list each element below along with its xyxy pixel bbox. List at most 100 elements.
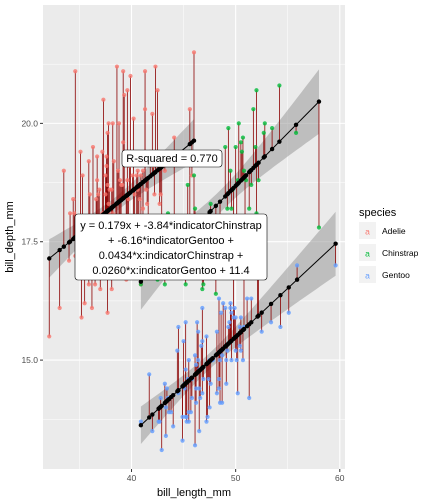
data-point-gentoo	[286, 310, 291, 315]
data-point-chinstrap	[226, 126, 231, 131]
data-point-gentoo	[207, 405, 212, 410]
data-point-gentoo	[193, 362, 199, 367]
data-point-adelie	[134, 173, 139, 178]
data-point-adelie	[153, 64, 158, 69]
fitted-point	[170, 392, 176, 398]
data-point-adelie	[86, 159, 91, 164]
data-point-gentoo	[224, 358, 229, 363]
data-point-gentoo	[278, 324, 283, 330]
data-point-gentoo	[201, 376, 206, 382]
fitted-point	[67, 239, 73, 244]
data-point-gentoo	[180, 414, 185, 420]
data-point-gentoo	[150, 429, 155, 434]
data-point-gentoo	[164, 386, 170, 391]
data-point-adelie	[137, 197, 142, 202]
data-point-adelie	[140, 168, 146, 173]
data-point-gentoo	[232, 305, 237, 311]
fitted-point	[262, 154, 268, 159]
data-point-adelie	[158, 192, 163, 197]
data-point-chinstrap	[270, 126, 275, 131]
data-point-adelie	[125, 178, 130, 183]
legend-keys: a Adelie a Chinstrap a Gentoo	[359, 222, 419, 283]
data-point-gentoo	[226, 324, 231, 330]
data-point-adelie	[140, 206, 146, 211]
data-point-gentoo	[183, 367, 188, 372]
data-point-adelie	[111, 159, 116, 164]
fitted-point	[241, 326, 247, 332]
data-point-adelie	[131, 116, 136, 121]
data-point-gentoo	[193, 386, 199, 391]
data-point-gentoo	[268, 320, 274, 325]
data-point-adelie	[97, 187, 102, 192]
fitted-point	[210, 356, 215, 361]
data-point-chinstrap	[240, 135, 246, 140]
data-point-gentoo	[237, 343, 242, 348]
data-point-gentoo	[200, 391, 205, 396]
data-point-adelie	[86, 282, 91, 287]
x-tick-label: 60	[335, 473, 345, 483]
legend-label-adelie: Adelie	[382, 226, 406, 236]
data-point-chinstrap	[256, 178, 261, 183]
rsquared-label-text: R-squared = 0.770	[126, 153, 217, 165]
x-tick-label: 40	[127, 473, 137, 483]
data-point-adelie	[135, 168, 140, 173]
data-point-gentoo	[234, 358, 239, 363]
rsquared-label: R-squared = 0.770	[121, 149, 223, 168]
data-point-gentoo	[229, 358, 234, 363]
data-point-adelie	[103, 192, 108, 197]
fitted-point	[293, 122, 299, 127]
data-point-gentoo	[238, 348, 243, 353]
fitted-point	[286, 285, 291, 290]
data-point-adelie	[116, 121, 122, 126]
data-point-gentoo	[218, 310, 224, 315]
data-point-adelie	[162, 168, 167, 173]
data-point-chinstrap	[228, 168, 233, 173]
y-tick-label: 17.5	[21, 237, 38, 247]
data-point-gentoo	[138, 419, 143, 424]
y-tick-label: 20.0	[21, 118, 38, 128]
data-point-adelie	[105, 310, 110, 315]
data-point-adelie	[72, 211, 77, 216]
data-point-adelie	[126, 197, 131, 202]
data-point-chinstrap	[262, 121, 267, 126]
fitted-point	[138, 279, 144, 284]
data-point-adelie	[80, 173, 85, 178]
data-point-adelie	[152, 192, 157, 197]
data-point-gentoo	[245, 296, 250, 301]
data-point-chinstrap	[225, 206, 230, 211]
data-point-gentoo	[220, 400, 225, 405]
fitted-point	[217, 199, 223, 204]
fitted-point	[249, 320, 254, 325]
data-point-chinstrap	[233, 144, 238, 150]
legend-key-chinstrap: a Chinstrap	[359, 244, 419, 261]
equation-line-1: y = 0.179x + -3.84*indicatorChinstrap	[80, 220, 262, 232]
fitted-point	[201, 364, 206, 370]
legend: species a Adelie a Chinstrap a Gentoo	[359, 207, 419, 283]
data-point-gentoo	[237, 324, 242, 330]
data-point-adelie	[130, 173, 135, 178]
fitted-point	[176, 388, 181, 393]
data-point-gentoo	[192, 353, 198, 358]
data-point-gentoo	[235, 391, 240, 396]
data-point-adelie	[95, 178, 100, 183]
data-point-adelie	[98, 286, 103, 292]
data-point-gentoo	[217, 358, 223, 363]
data-point-chinstrap	[236, 121, 241, 126]
data-point-adelie	[104, 163, 109, 169]
tick-labels: 40 50 60 15.0 17.5 20.0	[21, 118, 344, 483]
data-point-gentoo	[223, 305, 228, 311]
equation-label: y = 0.179x + -3.84*indicatorChinstrap + …	[74, 213, 268, 281]
data-point-adelie	[96, 192, 101, 197]
data-point-gentoo	[198, 395, 203, 401]
data-point-gentoo	[228, 305, 233, 311]
data-point-gentoo	[200, 305, 205, 311]
data-point-adelie	[106, 201, 111, 206]
legend-key-gentoo: a Gentoo	[359, 266, 410, 283]
data-point-gentoo	[186, 419, 191, 424]
legend-key-glyph: a	[365, 271, 370, 281]
data-point-gentoo	[200, 339, 205, 344]
fitted-point	[277, 139, 282, 144]
data-point-gentoo	[197, 429, 202, 434]
data-point-adelie	[104, 154, 109, 159]
data-point-adelie	[82, 301, 87, 306]
